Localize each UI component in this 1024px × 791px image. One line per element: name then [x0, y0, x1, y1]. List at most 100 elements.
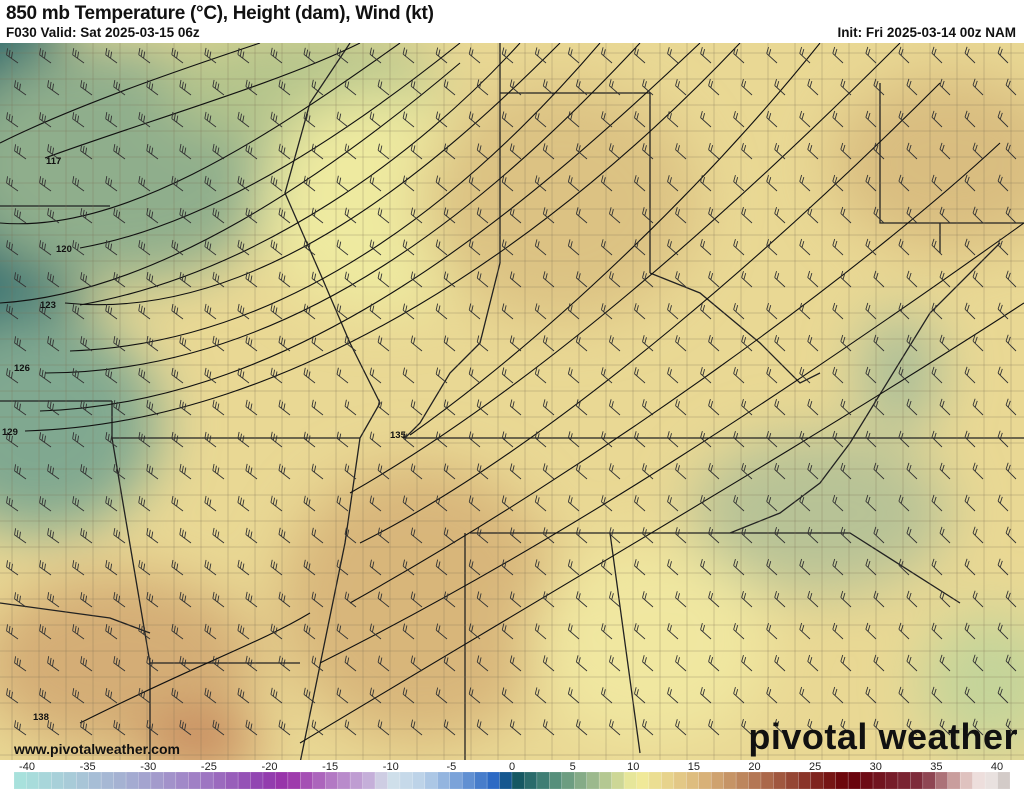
wind-barb [840, 590, 852, 608]
wind-barb [80, 336, 93, 352]
wind-barb [344, 463, 357, 480]
wind-barb [906, 334, 918, 352]
county-borders [0, 43, 1024, 760]
wind-barb [336, 111, 349, 128]
wind-barb [212, 655, 225, 672]
colorbar-cell [947, 771, 961, 790]
wind-barb [766, 494, 778, 512]
wind-barb [443, 463, 456, 480]
wind-barb [204, 47, 217, 64]
wind-barb [237, 47, 250, 64]
colorbar-tick-label: -40 [19, 761, 35, 773]
wind-barb [443, 719, 456, 736]
wind-barb [708, 719, 720, 736]
colorbar-cell [362, 771, 376, 790]
wind-barb [708, 335, 720, 352]
wind-barb [972, 590, 984, 608]
colorbar-cell [325, 771, 338, 790]
wind-barb [575, 207, 588, 224]
wind-barb [534, 687, 547, 704]
wind-barb [700, 623, 712, 640]
wind-barb [72, 176, 85, 192]
wind-barb [799, 46, 811, 64]
wind-barb [204, 111, 217, 128]
wind-barb [774, 142, 786, 160]
wind-barb [700, 47, 712, 64]
wind-barb [939, 78, 951, 96]
wind-barb [1005, 78, 1017, 96]
wind-barb [832, 686, 844, 704]
wind-barb [212, 463, 225, 480]
wind-barb [939, 334, 951, 352]
wind-barb [237, 623, 250, 640]
wind-barb [972, 206, 984, 224]
wind-barb [501, 239, 514, 256]
wind-barb [270, 495, 283, 512]
wind-barb [14, 464, 27, 480]
wind-barb [468, 495, 481, 512]
wind-barb [964, 686, 976, 704]
wind-barb [700, 687, 712, 704]
wind-barb [113, 656, 126, 672]
wind-barb [931, 558, 943, 576]
wind-barb [377, 143, 390, 160]
wind-barb [47, 272, 60, 288]
wind-barb [179, 143, 192, 160]
wind-barb [898, 302, 910, 320]
wind-barb [72, 432, 85, 448]
wind-barb [931, 46, 943, 64]
wind-barb [509, 399, 522, 416]
wind-barb [245, 719, 258, 736]
wind-barb [567, 111, 580, 128]
wind-barb [575, 655, 588, 672]
wind-barb [741, 718, 753, 736]
wind-barb [542, 719, 555, 736]
wind-barb [47, 592, 60, 608]
wind-barb [733, 687, 745, 704]
wind-barb [336, 495, 349, 512]
wind-barb [964, 494, 976, 512]
wind-barb [766, 622, 778, 640]
wind-barb [171, 303, 184, 320]
wind-barb [435, 559, 448, 576]
wind-barb [534, 623, 547, 640]
wind-barb [1005, 654, 1017, 672]
wind-barb [832, 494, 844, 512]
wind-barb [873, 334, 885, 352]
colorbar-cell [710, 771, 724, 790]
wind-barb [476, 719, 489, 736]
wind-barb [865, 46, 877, 64]
wind-barb [179, 207, 192, 224]
wind-barb [766, 174, 778, 192]
wind-barb [179, 655, 192, 672]
colorbar-cell [449, 771, 463, 790]
wind-barb [733, 239, 745, 256]
wind-barb [47, 656, 60, 672]
wind-barb [171, 431, 184, 448]
wind-barb [270, 431, 283, 448]
wind-barb [873, 462, 885, 480]
wind-barb [6, 368, 19, 384]
wind-barb [567, 367, 580, 384]
wind-barb [14, 400, 27, 416]
wind-barb [6, 304, 19, 320]
wind-barb [741, 526, 753, 544]
wind-barb [807, 526, 819, 544]
wind-barb [931, 174, 943, 192]
wind-barb [344, 271, 357, 288]
wind-barb [634, 47, 646, 64]
wind-barb [997, 366, 1009, 384]
wind-barb [72, 304, 85, 320]
wind-barb [600, 303, 613, 320]
wind-barb [807, 142, 819, 160]
wind-barb [708, 79, 720, 96]
colorbar-cell [250, 771, 264, 790]
colorbar-cell [673, 771, 687, 790]
wind-barb [873, 270, 885, 288]
wind-barb [344, 207, 357, 224]
wind-barb [204, 303, 217, 320]
wind-barb [402, 239, 415, 256]
wind-barb [402, 111, 415, 128]
wind-barb [634, 687, 646, 704]
wind-barb [766, 110, 778, 128]
